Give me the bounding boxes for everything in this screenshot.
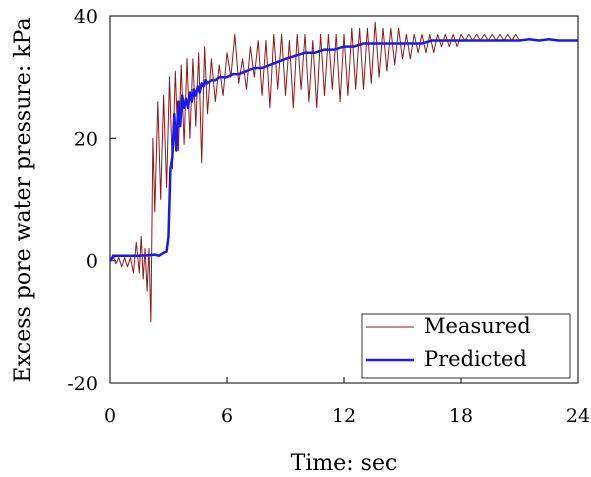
- legend-box: [361, 313, 571, 379]
- legend-label-measured: Measured: [424, 314, 531, 338]
- x-tick-label: 12: [332, 405, 356, 427]
- y-tick-label: 40: [74, 6, 98, 28]
- x-tick-label: 0: [104, 405, 116, 427]
- legend-label-predicted: Predicted: [424, 347, 527, 371]
- series-layer: [109, 21, 578, 323]
- legend: Measured Predicted: [361, 313, 571, 379]
- series-line-measured: [109, 21, 520, 323]
- series-line-predicted: [109, 37, 578, 262]
- x-axis-label: Time: sec: [291, 451, 398, 476]
- y-tick-label: 0: [86, 251, 98, 273]
- x-tick-label: 24: [566, 405, 590, 427]
- x-tick-label: 18: [449, 405, 473, 427]
- x-tick-label: 6: [221, 405, 233, 427]
- y-axis-label: Excess pore water pressure: kPa: [11, 17, 36, 382]
- y-tick-label: -20: [67, 373, 98, 395]
- y-tick-label: 20: [74, 128, 98, 150]
- ticks-layer: 0 6 12 18 24 -20 0 20 40: [67, 6, 590, 427]
